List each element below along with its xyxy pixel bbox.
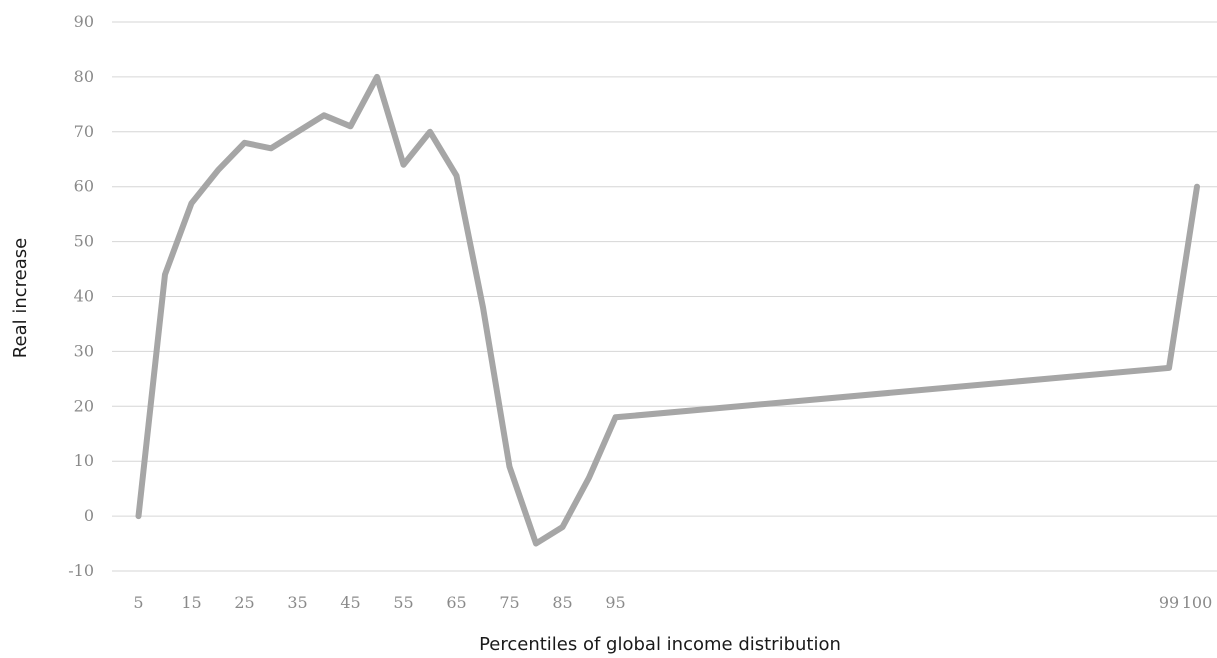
- x-axis-title: Percentiles of global income distributio…: [479, 634, 841, 655]
- x-axis-ticks: 5 15 25 35 45 55 65 75 85 95 99 100: [133, 593, 1212, 612]
- y-tick-label: 10: [74, 451, 94, 470]
- series-group: [135, 73, 1200, 547]
- x-tick-label: 25: [234, 593, 254, 612]
- y-axis-title: Real increase: [10, 238, 31, 358]
- y-tick-label: 60: [74, 177, 94, 196]
- y-tick-label: 90: [74, 12, 94, 31]
- x-tick-label: 15: [181, 593, 201, 612]
- x-tick-label: 35: [287, 593, 307, 612]
- x-tick-label: 5: [133, 593, 143, 612]
- x-tick-label: 95: [605, 593, 625, 612]
- gridlines: [112, 21, 1217, 572]
- y-tick-label: 0: [84, 506, 94, 525]
- y-tick-label: 70: [74, 122, 94, 141]
- y-tick-label: -10: [68, 561, 94, 580]
- x-tick-label: 65: [446, 593, 466, 612]
- y-tick-label: 50: [74, 232, 94, 251]
- x-tick-label: 100: [1182, 593, 1213, 612]
- y-axis-ticks: -10 0 10 20 30 40 50 60 70 80 90: [68, 12, 94, 580]
- y-tick-label: 30: [74, 341, 94, 360]
- x-tick-label: 45: [340, 593, 360, 612]
- series-line: [135, 73, 1200, 547]
- x-tick-label: 55: [393, 593, 413, 612]
- x-tick-label: 75: [499, 593, 519, 612]
- y-tick-label: 80: [74, 67, 94, 86]
- y-tick-label: 20: [74, 396, 94, 415]
- x-tick-label: 85: [552, 593, 572, 612]
- x-tick-label: 99: [1159, 593, 1179, 612]
- y-tick-label: 40: [74, 287, 94, 306]
